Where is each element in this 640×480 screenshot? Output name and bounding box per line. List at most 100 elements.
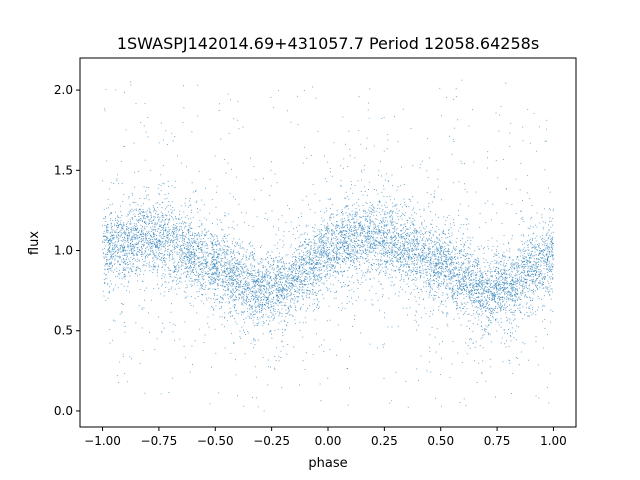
data-point — [125, 231, 127, 233]
data-point — [193, 280, 195, 282]
data-point — [399, 247, 401, 249]
data-point — [524, 282, 526, 284]
data-point — [270, 301, 272, 303]
data-point — [160, 122, 162, 124]
data-point — [192, 305, 194, 307]
data-point — [168, 288, 170, 290]
data-point — [425, 274, 427, 276]
data-point — [452, 285, 454, 287]
data-point — [263, 307, 265, 309]
data-point — [143, 237, 145, 239]
data-point — [152, 205, 154, 207]
data-point — [412, 165, 414, 167]
data-point — [104, 282, 106, 284]
data-point — [136, 255, 138, 257]
data-point — [110, 254, 112, 256]
data-point — [201, 262, 203, 264]
data-point — [478, 285, 480, 287]
data-point — [207, 280, 209, 282]
data-point — [546, 386, 548, 388]
data-point — [204, 229, 206, 231]
data-point — [330, 198, 332, 200]
data-point — [128, 280, 130, 282]
data-point — [138, 216, 140, 218]
data-point — [533, 232, 535, 234]
data-point — [110, 269, 111, 271]
data-point — [147, 256, 148, 258]
data-point — [457, 276, 459, 278]
data-point — [175, 242, 177, 244]
data-point — [284, 296, 286, 298]
data-point — [380, 256, 382, 258]
data-point — [205, 263, 207, 265]
data-point — [528, 252, 530, 254]
data-point — [324, 251, 326, 253]
data-point — [379, 272, 381, 274]
data-point — [111, 261, 112, 263]
data-point — [209, 252, 211, 254]
data-point — [356, 251, 358, 253]
data-point — [402, 249, 404, 251]
data-point — [256, 276, 258, 277]
data-point — [468, 271, 470, 273]
data-point — [449, 263, 451, 264]
data-point — [193, 251, 195, 253]
data-point — [514, 275, 516, 276]
data-point — [386, 233, 388, 235]
data-point — [503, 265, 505, 267]
data-point — [259, 279, 261, 281]
data-point — [224, 316, 226, 318]
data-point — [331, 264, 333, 266]
data-point — [201, 274, 203, 276]
data-point — [400, 238, 402, 240]
data-point — [113, 242, 115, 244]
data-point — [279, 268, 281, 270]
data-point — [373, 247, 375, 249]
data-point — [297, 268, 299, 270]
data-point — [306, 254, 308, 256]
data-point — [319, 251, 321, 253]
data-point — [316, 279, 318, 281]
data-point — [253, 347, 255, 349]
data-point — [186, 256, 188, 257]
data-point — [481, 329, 483, 331]
data-point — [436, 237, 438, 239]
data-point — [364, 190, 366, 192]
data-point — [406, 256, 408, 258]
data-point — [109, 238, 111, 239]
data-point — [276, 295, 277, 296]
data-point — [127, 281, 129, 283]
data-point — [228, 288, 230, 290]
data-point — [317, 263, 319, 264]
data-point — [361, 229, 363, 231]
data-point — [204, 217, 206, 219]
data-point — [218, 273, 220, 275]
data-point — [106, 225, 108, 227]
data-point — [273, 268, 275, 270]
data-point — [530, 250, 532, 252]
data-point — [197, 234, 199, 236]
data-point — [498, 280, 500, 282]
data-point — [498, 277, 500, 279]
data-point — [111, 265, 113, 266]
data-point — [246, 256, 247, 258]
data-point — [236, 267, 238, 269]
data-point — [436, 253, 438, 254]
data-point — [357, 245, 358, 247]
data-point — [163, 257, 165, 258]
data-point — [383, 233, 384, 235]
data-point — [437, 169, 439, 171]
data-point — [146, 186, 148, 188]
data-point — [541, 258, 543, 260]
data-point — [161, 252, 163, 254]
data-point — [248, 305, 250, 307]
data-point — [490, 268, 492, 270]
data-point — [114, 251, 116, 253]
data-point — [142, 280, 144, 282]
data-point — [395, 257, 397, 259]
data-point — [339, 271, 341, 273]
data-point — [313, 242, 315, 244]
data-point — [110, 258, 112, 260]
data-point — [508, 317, 510, 319]
data-point — [119, 235, 121, 237]
